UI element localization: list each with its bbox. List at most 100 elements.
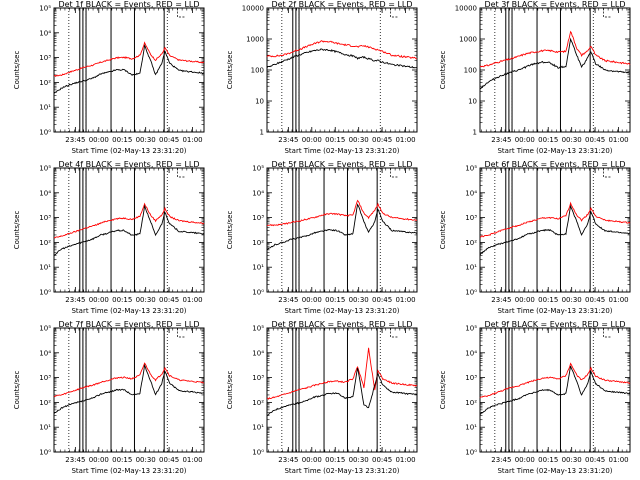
plot-frame xyxy=(479,327,631,453)
x-tick-label: 00:30 xyxy=(349,136,369,144)
dashed-inset-marker xyxy=(603,328,612,338)
y-tick-label: 10⁰ xyxy=(39,289,51,297)
chart-panel-5: Det 5f BLACK = Events, RED = LLD Counts/s… xyxy=(226,160,418,315)
y-tick-label: 10 xyxy=(468,98,477,106)
x-tick-label: 00:30 xyxy=(562,296,582,304)
x-axis-label: Start Time (02-May-13 23:31:20) xyxy=(71,307,186,315)
y-tick-label: 10⁰ xyxy=(465,289,477,297)
y-tick-label: 10⁴ xyxy=(39,349,51,357)
plot-frame xyxy=(266,327,418,453)
x-tick-label: 00:00 xyxy=(515,456,535,464)
y-tick-label: 1000 xyxy=(246,36,264,44)
plot-frame xyxy=(53,327,205,453)
chart-title: Det 6f BLACK = Events, RED = LLD xyxy=(484,160,625,169)
x-tick-label: 00:00 xyxy=(302,296,322,304)
y-tick-label: 10⁰ xyxy=(39,449,51,457)
plot-frame xyxy=(266,167,418,293)
y-tick-label: 10⁵ xyxy=(39,5,51,13)
y-tick-label: 1 xyxy=(260,129,264,137)
x-axis-label: Start Time (02-May-13 23:31:20) xyxy=(497,147,612,155)
y-tick-label: 10² xyxy=(252,399,264,407)
series-line-red-lld xyxy=(479,362,631,399)
y-tick-label: 10⁵ xyxy=(252,165,264,173)
series-line-red-lld xyxy=(266,347,418,400)
y-tick-label: 10¹ xyxy=(252,424,264,432)
y-tick-label: 10⁰ xyxy=(39,129,51,137)
y-tick-label: 10³ xyxy=(252,374,264,382)
y-tick-label: 10⁴ xyxy=(39,29,51,37)
y-tick-label: 100 xyxy=(251,67,264,75)
y-tick-label: 10⁰ xyxy=(252,289,264,297)
y-tick-label: 10⁵ xyxy=(252,325,264,333)
x-tick-label: 00:15 xyxy=(325,456,345,464)
x-tick-label: 01:00 xyxy=(395,456,415,464)
series-line-black-events xyxy=(479,204,630,256)
x-tick-label: 00:00 xyxy=(89,296,109,304)
x-tick-label: 00:15 xyxy=(325,296,345,304)
x-axis-label: Start Time (02-May-13 23:31:20) xyxy=(284,467,399,475)
series-line-red-lld xyxy=(479,30,631,68)
chart-title: Det 2f BLACK = Events, RED = LLD xyxy=(271,0,412,9)
x-tick-label: 00:45 xyxy=(372,136,392,144)
dashed-inset-marker xyxy=(177,168,186,178)
y-tick-label: 10² xyxy=(39,79,51,87)
x-tick-label: 00:30 xyxy=(136,136,156,144)
chart-panel-8: Det 8f BLACK = Events, RED = LLD Counts/s… xyxy=(226,320,418,475)
x-tick-label: 00:30 xyxy=(349,456,369,464)
x-tick-label: 00:00 xyxy=(89,136,109,144)
dashed-inset-marker xyxy=(603,168,612,178)
series-line-red-lld xyxy=(53,41,205,78)
y-tick-label: 10¹ xyxy=(465,424,477,432)
chart-panel-4: Det 4f BLACK = Events, RED = LLD Counts/s… xyxy=(13,160,205,315)
x-tick-label: 23:45 xyxy=(491,296,511,304)
y-tick-label: 10³ xyxy=(39,214,51,222)
x-tick-label: 01:00 xyxy=(608,136,628,144)
x-tick-label: 00:15 xyxy=(112,296,132,304)
x-axis-label: Start Time (02-May-13 23:31:20) xyxy=(284,307,399,315)
y-axis-label: Counts/sec xyxy=(226,51,234,90)
x-tick-label: 23:45 xyxy=(65,456,85,464)
chart-panel-9: Det 9f BLACK = Events, RED = LLD Counts/s… xyxy=(439,320,631,475)
x-tick-label: 01:00 xyxy=(182,296,202,304)
x-tick-label: 00:00 xyxy=(515,296,535,304)
y-tick-label: 10¹ xyxy=(39,264,51,272)
x-tick-label: 23:45 xyxy=(278,296,298,304)
x-tick-label: 00:30 xyxy=(136,296,156,304)
series-line-black-events xyxy=(53,363,205,414)
x-axis-label: Start Time (02-May-13 23:31:20) xyxy=(497,307,612,315)
dashed-inset-marker xyxy=(390,168,399,178)
x-tick-label: 01:00 xyxy=(608,456,628,464)
x-tick-label: 00:45 xyxy=(585,136,605,144)
x-tick-label: 00:30 xyxy=(562,136,582,144)
y-tick-label: 10⁰ xyxy=(465,449,477,457)
plot-frame xyxy=(266,7,418,133)
y-axis-label: Counts/sec xyxy=(13,371,21,410)
x-tick-label: 01:00 xyxy=(395,136,415,144)
dashed-inset-marker xyxy=(177,328,186,338)
y-tick-label: 10² xyxy=(465,239,477,247)
plot-frame xyxy=(53,7,205,133)
y-tick-label: 10⁴ xyxy=(465,349,477,357)
x-tick-label: 00:30 xyxy=(349,296,369,304)
x-tick-label: 00:00 xyxy=(515,136,535,144)
y-tick-label: 10¹ xyxy=(39,424,51,432)
y-tick-label: 10¹ xyxy=(252,264,264,272)
y-tick-label: 10³ xyxy=(465,214,477,222)
series-line-black-events xyxy=(53,204,205,257)
x-axis-label: Start Time (02-May-13 23:31:20) xyxy=(497,467,612,475)
dashed-inset-marker xyxy=(390,8,399,18)
y-tick-label: 10⁴ xyxy=(39,189,51,197)
y-axis-label: Counts/sec xyxy=(226,211,234,250)
x-axis-label: Start Time (02-May-13 23:31:20) xyxy=(284,147,399,155)
x-tick-label: 00:45 xyxy=(159,456,179,464)
x-tick-label: 00:15 xyxy=(325,136,345,144)
series-line-red-lld xyxy=(53,362,205,398)
y-tick-label: 10³ xyxy=(465,374,477,382)
y-tick-label: 10¹ xyxy=(465,264,477,272)
x-tick-label: 23:45 xyxy=(278,136,298,144)
x-tick-label: 00:45 xyxy=(372,296,392,304)
chart-title: Det 1f BLACK = Events, RED = LLD xyxy=(58,0,199,9)
series-line-red-lld xyxy=(53,202,205,239)
dashed-inset-marker xyxy=(390,328,399,338)
